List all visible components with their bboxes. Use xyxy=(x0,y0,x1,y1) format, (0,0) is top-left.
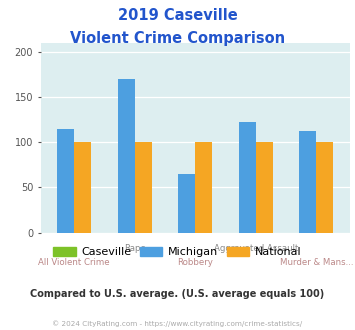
Text: 2019 Caseville: 2019 Caseville xyxy=(118,8,237,23)
Bar xyxy=(135,142,152,233)
Text: All Violent Crime: All Violent Crime xyxy=(38,258,110,267)
Bar xyxy=(57,129,74,233)
Text: Violent Crime Comparison: Violent Crime Comparison xyxy=(70,31,285,46)
Bar xyxy=(316,142,333,233)
Text: Robbery: Robbery xyxy=(177,258,213,267)
Legend: Caseville, Michigan, National: Caseville, Michigan, National xyxy=(49,243,306,262)
Bar xyxy=(195,142,212,233)
Bar xyxy=(118,79,135,233)
Text: Rape: Rape xyxy=(124,244,146,253)
Text: Aggravated Assault: Aggravated Assault xyxy=(214,244,298,253)
Text: © 2024 CityRating.com - https://www.cityrating.com/crime-statistics/: © 2024 CityRating.com - https://www.city… xyxy=(53,320,302,327)
Bar xyxy=(74,142,91,233)
Text: Compared to U.S. average. (U.S. average equals 100): Compared to U.S. average. (U.S. average … xyxy=(31,289,324,299)
Bar xyxy=(256,142,273,233)
Text: Murder & Mans...: Murder & Mans... xyxy=(280,258,353,267)
Bar xyxy=(299,131,316,233)
Bar xyxy=(178,174,195,233)
Bar xyxy=(239,122,256,233)
